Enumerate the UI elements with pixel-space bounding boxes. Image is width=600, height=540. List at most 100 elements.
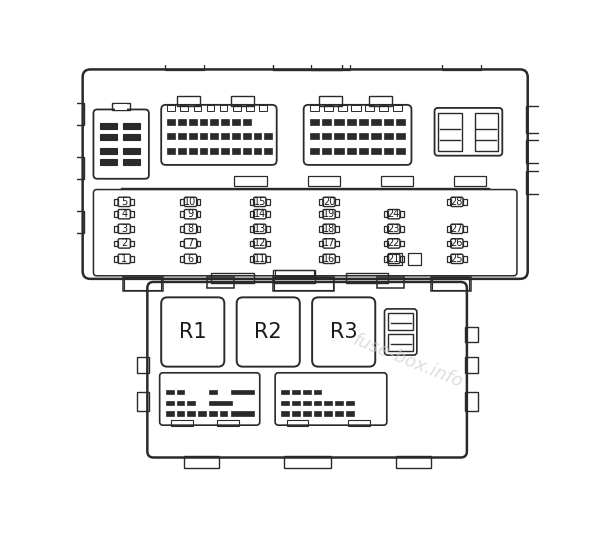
Bar [200,148,208,154]
Bar [303,401,311,405]
Bar [250,241,254,246]
Bar [314,390,322,394]
Text: 2: 2 [121,239,127,248]
Bar [181,256,184,261]
Bar [217,420,239,426]
Bar [206,105,214,111]
Bar [407,253,421,265]
Bar [346,273,388,283]
Bar [384,256,388,261]
Bar [123,148,140,154]
Bar [322,148,331,154]
Bar [220,411,227,416]
Bar [130,256,134,261]
Bar [70,211,84,233]
Bar [314,411,322,416]
Bar [359,148,368,154]
Bar [70,103,84,125]
Bar [70,157,84,179]
Bar [371,148,380,154]
Bar [463,226,467,232]
Bar [447,256,451,261]
Bar [259,105,266,111]
Bar [352,105,361,111]
Bar [209,411,217,416]
Bar [335,199,339,205]
Bar [388,253,402,265]
Bar [310,119,319,125]
Bar [230,411,254,416]
Text: 6: 6 [187,254,194,264]
Bar [542,113,551,125]
Bar [396,456,431,468]
Text: 7: 7 [187,239,194,248]
Bar [123,123,140,130]
Text: 12: 12 [254,239,266,248]
Text: 16: 16 [323,254,335,264]
Bar [200,132,208,139]
Bar [447,241,451,246]
Text: 9: 9 [187,209,194,219]
Bar [463,256,467,261]
Bar [273,59,342,70]
Bar [347,119,356,125]
Bar [335,256,339,261]
Bar [319,212,323,217]
Bar [166,411,173,416]
Bar [181,105,188,111]
Bar [176,411,184,416]
Bar [194,105,201,111]
Bar [369,96,392,106]
Bar [323,105,333,111]
Bar [187,401,195,405]
Bar [393,105,402,111]
Bar [447,226,451,232]
Bar [335,226,339,232]
Bar [475,112,497,151]
Bar [178,119,186,125]
Bar [347,148,356,154]
Bar [123,134,140,140]
Bar [137,357,149,373]
Bar [439,112,461,151]
Text: 19: 19 [323,209,335,219]
Bar [176,401,184,405]
Bar [346,411,354,416]
Bar [232,119,240,125]
Bar [123,159,140,165]
Text: 8: 8 [187,224,194,234]
Bar [466,327,478,342]
Bar [466,392,478,411]
Bar [189,148,197,154]
Bar [100,134,116,140]
Bar [463,199,467,205]
Text: 24: 24 [388,209,400,219]
Bar [466,357,478,373]
Bar [334,119,344,125]
Bar [124,278,161,289]
Bar [388,313,413,330]
Bar [359,119,368,125]
Bar [319,96,342,106]
Bar [221,132,229,139]
Text: 18: 18 [323,224,335,234]
Bar [396,119,405,125]
Bar [197,241,200,246]
Text: fuse-box.info: fuse-box.info [350,331,466,392]
Bar [254,148,262,154]
Bar [526,106,542,132]
Bar [322,132,331,139]
Bar [189,132,197,139]
Bar [319,226,323,232]
Bar [400,256,404,261]
Bar [235,176,266,186]
Bar [273,278,334,291]
Bar [266,212,270,217]
Bar [100,148,116,154]
Bar [178,148,186,154]
Bar [232,132,240,139]
Bar [442,63,481,70]
Bar [335,212,339,217]
Bar [400,226,404,232]
Bar [287,420,308,426]
